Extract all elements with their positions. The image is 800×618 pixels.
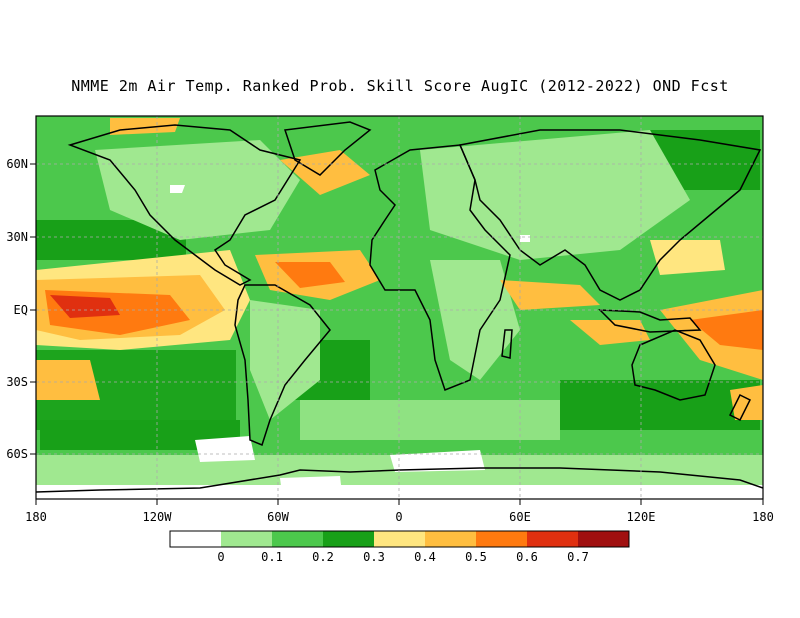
lon-label-180w: 180 bbox=[25, 510, 47, 524]
lat-label-60s: 60S bbox=[6, 447, 28, 461]
skill-field bbox=[36, 116, 763, 499]
legend-swatch bbox=[527, 531, 578, 547]
legend-swatch bbox=[476, 531, 527, 547]
legend-swatch bbox=[425, 531, 476, 547]
legend-label: 0.2 bbox=[312, 550, 334, 564]
legend-label: 0 bbox=[217, 550, 224, 564]
tick-marks bbox=[30, 163, 764, 505]
legend-swatch bbox=[374, 531, 425, 547]
legend-label: 0.1 bbox=[261, 550, 283, 564]
lat-label-60n: 60N bbox=[6, 157, 28, 171]
legend-swatch bbox=[272, 531, 323, 547]
lon-label-180e: 180 bbox=[752, 510, 774, 524]
lon-label-60w: 60W bbox=[267, 510, 289, 524]
graticule bbox=[36, 116, 763, 499]
legend-swatch bbox=[221, 531, 272, 547]
legend-label: 0.6 bbox=[516, 550, 538, 564]
legend-label: 0.4 bbox=[414, 550, 436, 564]
map-title: NMME 2m Air Temp. Ranked Prob. Skill Sco… bbox=[71, 77, 729, 95]
legend-label: 0.5 bbox=[465, 550, 487, 564]
lon-label-60e: 60E bbox=[509, 510, 531, 524]
lon-label-120w: 120W bbox=[143, 510, 173, 524]
lat-label-eq: EQ bbox=[14, 303, 28, 317]
color-legend: 0 0.1 0.2 0.3 0.4 0.5 0.6 0.7 bbox=[169, 530, 630, 564]
coastlines bbox=[36, 121, 763, 493]
lat-label-30s: 30S bbox=[6, 375, 28, 389]
lon-label-120e: 120E bbox=[627, 510, 656, 524]
legend-swatch bbox=[578, 531, 629, 547]
legend-swatch bbox=[323, 531, 374, 547]
legend-label: 0.7 bbox=[567, 550, 589, 564]
legend-swatch bbox=[170, 531, 221, 547]
lat-label-30n: 30N bbox=[6, 230, 28, 244]
legend-label: 0.3 bbox=[363, 550, 385, 564]
lon-label-0: 0 bbox=[395, 510, 402, 524]
